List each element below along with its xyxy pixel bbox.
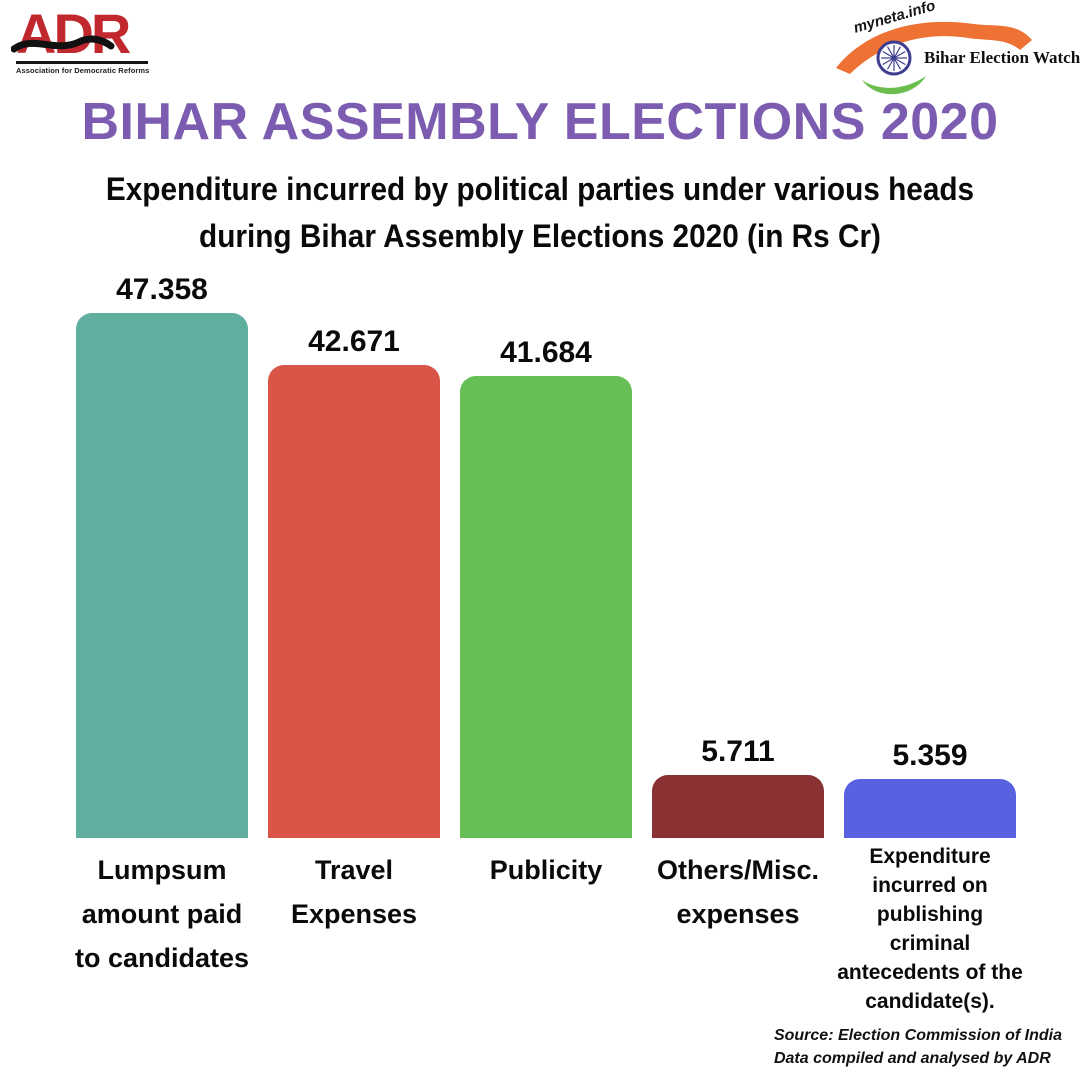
adr-swoosh-icon: [11, 35, 115, 53]
ashoka-chakra: [876, 40, 912, 76]
chart-subtitle: Expenditure incurred by political partie…: [38, 166, 1042, 260]
bar-value-label: 47.358: [116, 273, 208, 306]
bar-category-label: Publicity: [489, 855, 603, 885]
bar-value-label: 5.359: [892, 739, 968, 772]
page-title: BIHAR ASSEMBLY ELECTIONS 2020: [81, 93, 999, 151]
adr-divider: [16, 61, 148, 64]
adr-tagline: Association for Democratic Reforms: [16, 66, 150, 75]
bar: [268, 365, 440, 838]
tricolor-swoosh-icon: [836, 21, 1032, 95]
subtitle-line-1: Expenditure incurred by political partie…: [105, 171, 975, 207]
bar-category-label: Expenditure incurred on publishing crimi…: [837, 845, 1023, 1013]
bar-value-label: 41.684: [500, 336, 592, 369]
bar-category-label: Lumpsum amount paid to candidates: [74, 855, 250, 973]
adr-logo-text: ADR: [16, 2, 131, 65]
source-line-1: Source: Election Commission of India: [773, 1027, 1062, 1044]
bar: [460, 376, 632, 838]
subtitle-line-2: during Bihar Assembly Elections 2020 (in…: [199, 218, 881, 254]
bar: [76, 313, 248, 838]
bihar-election-watch-text: Bihar Election Watch: [924, 48, 1080, 67]
bar: [844, 779, 1016, 838]
bar: [652, 775, 824, 838]
bar-value-label: 42.671: [308, 325, 400, 358]
bar-value-label: 5.711: [701, 735, 775, 768]
source-line-2: Data compiled and analysed by ADR: [773, 1050, 1051, 1067]
bar-category-label: Travel Expenses: [290, 855, 418, 929]
saffron-swoosh: [836, 21, 1032, 74]
green-swoosh: [862, 76, 926, 95]
adr-logo: ADR Association for Democratic Reforms: [11, 2, 176, 86]
source-note: Source: Election Commission of India Dat…: [774, 1024, 1062, 1070]
myneta-logo: myneta.info Bihar Election Watch: [822, 0, 1080, 99]
bar-category-label: Others/Misc. expenses: [656, 855, 820, 929]
